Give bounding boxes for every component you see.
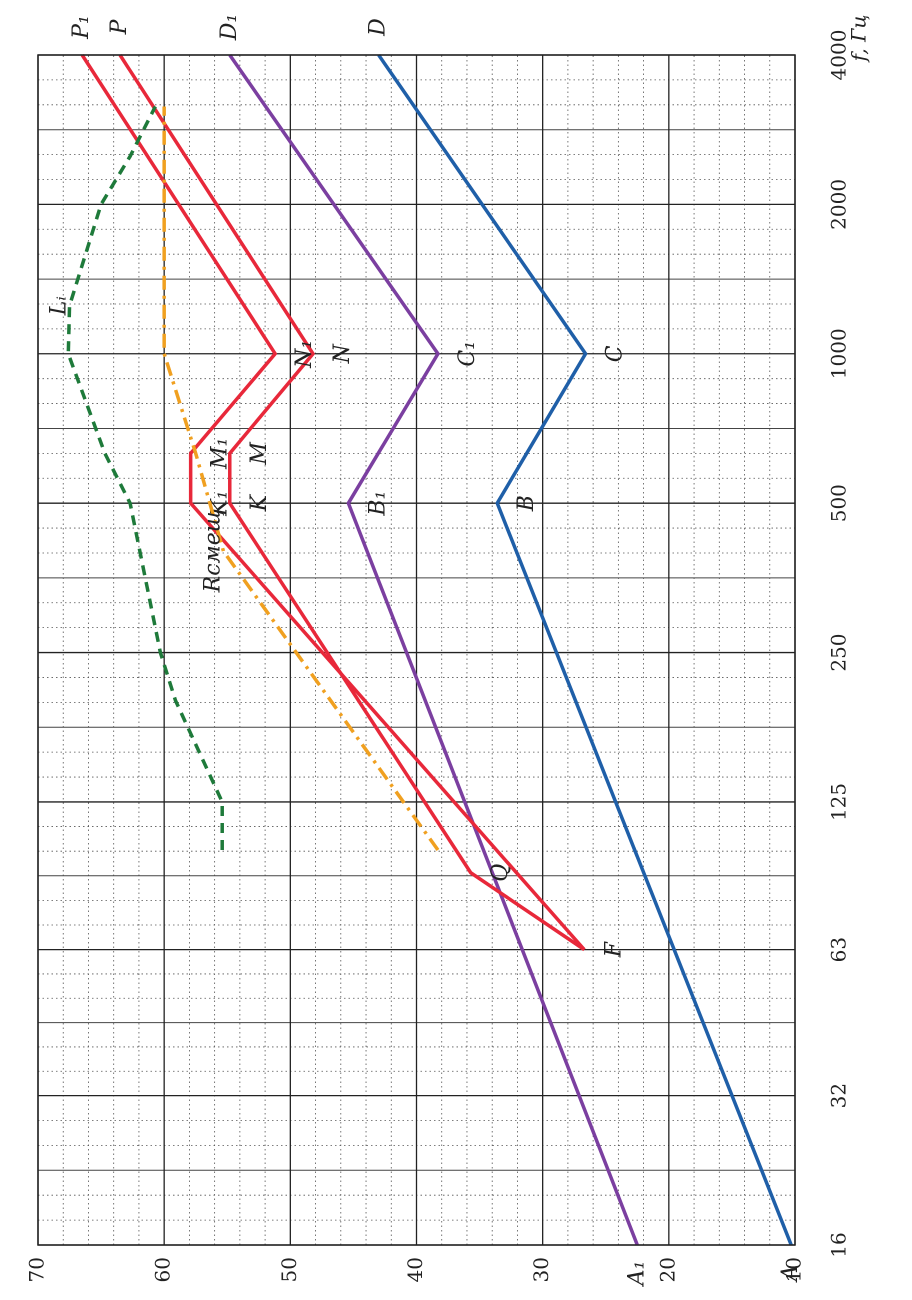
point-label: K (247, 493, 272, 512)
x-tick-label: 32 (827, 1083, 851, 1108)
point-label: M (247, 442, 272, 466)
point-label: A (778, 1265, 803, 1283)
point-label: A₁ (624, 1261, 649, 1288)
point-label: N (330, 343, 355, 364)
series-line (377, 54, 793, 1246)
y-tick-label: 20 (655, 1257, 679, 1282)
point-label: P₁ (69, 15, 94, 40)
point-label: D₁ (217, 14, 242, 41)
series-line (162, 106, 440, 852)
point-label: D (366, 18, 391, 37)
x-tick-label: 250 (827, 633, 851, 671)
series-line (118, 54, 586, 952)
point-label: C₁ (455, 341, 480, 367)
x-tick-label: 500 (827, 484, 851, 522)
x-tick-label: 63 (827, 937, 851, 962)
point-label: P (107, 18, 132, 35)
point-label: Q (488, 864, 513, 882)
x-tick-label: 2000 (827, 179, 851, 230)
series-label: Rсмещ (200, 510, 225, 593)
x-tick-label: 125 (827, 783, 851, 821)
point-label: N₁ (292, 340, 317, 369)
y-tick-label: 10 (782, 1257, 806, 1282)
point-label: M₁ (208, 438, 233, 470)
x-axis-label: f, Гц (847, 15, 871, 64)
y-tick-label: 30 (529, 1257, 553, 1282)
series-line (228, 53, 639, 1246)
y-tick-label: 70 (25, 1257, 49, 1282)
rotated-plot: f, Гц 10 20 30 40 50 60 70 16 32 63 125 250 500 1000 2… (25, 14, 871, 1288)
series-line (66, 105, 224, 851)
series-line (80, 54, 586, 951)
series-label: Lᵢ (47, 296, 72, 316)
plot-frame (37, 54, 796, 1246)
x-tick-label: 4000 (827, 30, 851, 81)
y-tick-label: 50 (277, 1257, 301, 1282)
x-tick-label: 1000 (827, 328, 851, 379)
y-tick-label: 40 (403, 1257, 427, 1282)
point-label: C (603, 345, 628, 362)
point-label: B₁ (365, 491, 390, 517)
y-tick-label: 60 (151, 1257, 175, 1282)
point-label: F (601, 941, 626, 958)
x-tick-label: 16 (827, 1232, 851, 1257)
point-label: B (514, 495, 539, 512)
